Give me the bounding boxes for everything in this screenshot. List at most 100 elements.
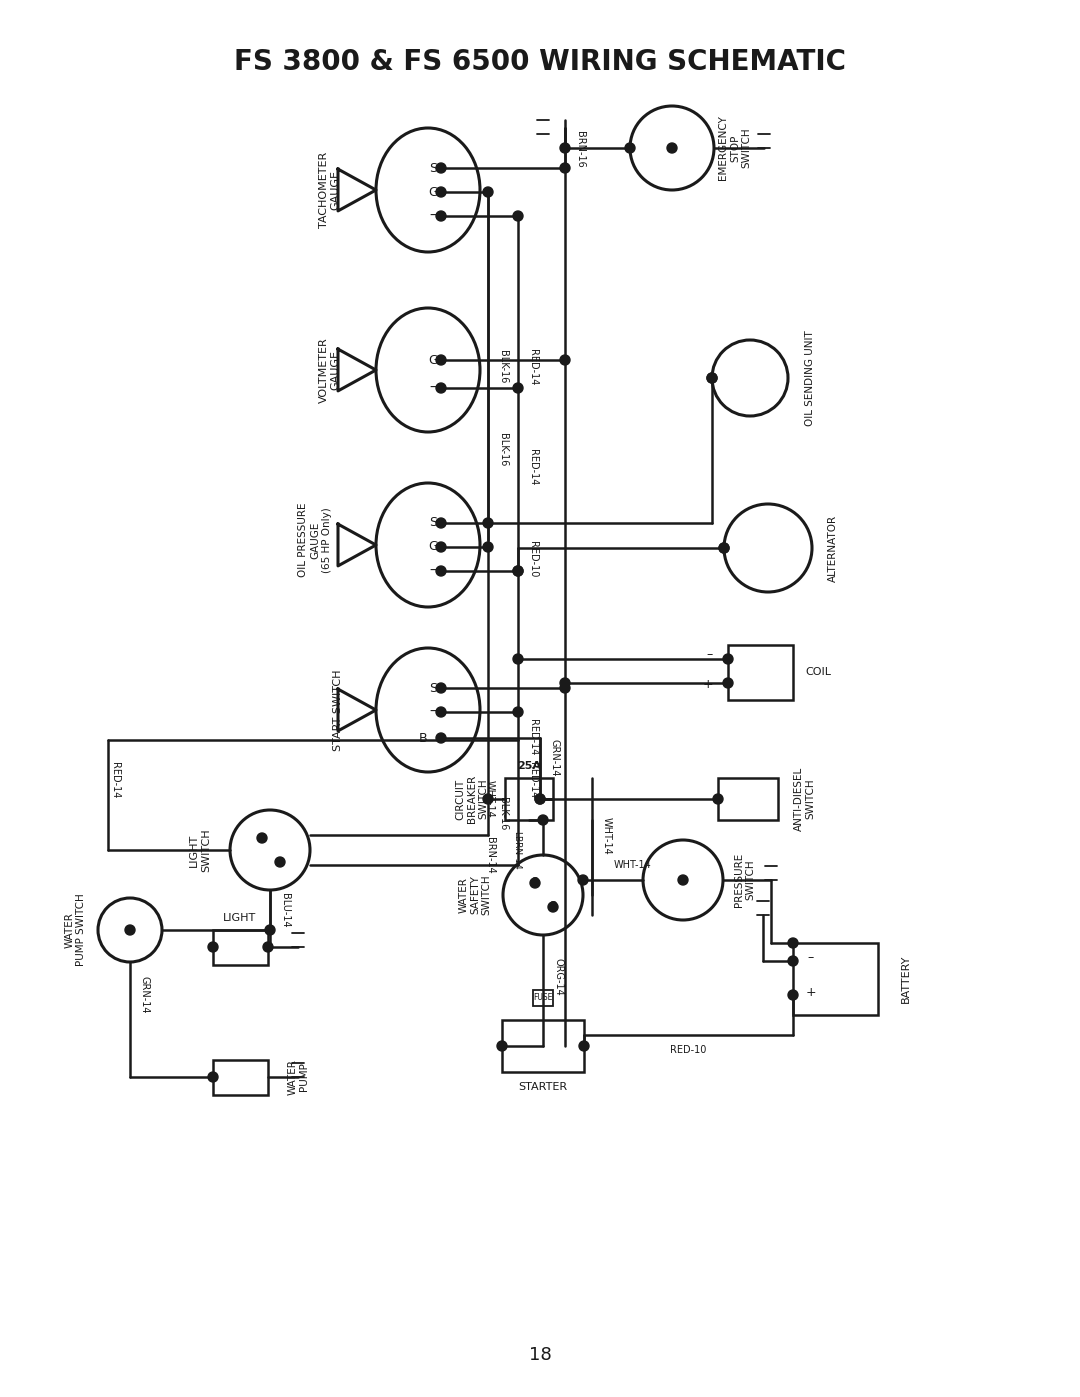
Circle shape [719,543,729,553]
Bar [728,645,793,700]
Bar [718,778,778,820]
Circle shape [713,793,723,805]
Circle shape [707,373,717,383]
Circle shape [436,566,446,576]
Text: RED-10: RED-10 [528,541,538,577]
Text: WATER
SAFETY
SWITCH: WATER SAFETY SWITCH [458,875,491,915]
Circle shape [723,654,733,664]
Circle shape [265,925,275,935]
Circle shape [513,566,523,576]
Text: –: – [808,951,814,964]
Circle shape [561,355,570,365]
Circle shape [625,142,635,154]
Text: 3: 3 [276,855,284,869]
Text: B: B [419,732,428,745]
Text: 18: 18 [528,1345,552,1363]
Text: GRN-14: GRN-14 [550,739,561,777]
Text: S: S [429,517,437,529]
Bar [534,990,553,1006]
Circle shape [535,793,545,805]
Text: OIL SENDING UNIT: OIL SENDING UNIT [805,330,815,426]
Circle shape [436,383,446,393]
Circle shape [561,678,570,687]
Text: RED-14: RED-14 [528,761,538,798]
Circle shape [483,793,492,805]
Bar [502,1020,584,1071]
Text: OIL PRESSURE
GAUGE
(65 HP Only): OIL PRESSURE GAUGE (65 HP Only) [298,503,332,577]
Circle shape [436,163,446,173]
Circle shape [535,793,545,805]
Circle shape [257,833,267,842]
Circle shape [264,942,273,951]
Circle shape [436,187,446,197]
Text: START SWITCH: START SWITCH [333,669,343,750]
Text: LIGHT: LIGHT [224,914,257,923]
Text: G: G [428,353,437,366]
Circle shape [561,163,570,173]
Text: WATER
PUMP SWITCH: WATER PUMP SWITCH [64,894,85,967]
Text: –: – [430,381,436,395]
Circle shape [483,518,492,528]
Circle shape [125,925,135,935]
Text: CIRCUIT
BREAKER
SWITCH: CIRCUIT BREAKER SWITCH [456,775,488,823]
Text: ANTI-DIESEL
SWITCH: ANTI-DIESEL SWITCH [794,767,815,831]
Circle shape [719,543,729,553]
Text: GRN-14: GRN-14 [140,977,150,1014]
Text: EMERGENCY
STOP
SWITCH: EMERGENCY STOP SWITCH [718,116,752,180]
Circle shape [678,875,688,886]
Text: WATER
PUMP: WATER PUMP [287,1059,309,1095]
Circle shape [538,814,548,826]
Text: ORG-14: ORG-14 [553,958,563,996]
Circle shape [436,683,446,693]
Text: BATTERY: BATTERY [901,954,912,1003]
Text: 3: 3 [549,901,557,914]
Text: BRN-14: BRN-14 [485,837,495,873]
Circle shape [275,856,285,868]
Text: WHT-14: WHT-14 [485,780,495,817]
Circle shape [483,187,492,197]
Text: PRESSURE
SWITCH: PRESSURE SWITCH [734,854,756,907]
Circle shape [561,142,570,154]
Circle shape [513,383,523,393]
Circle shape [497,1041,507,1051]
Text: STARTER: STARTER [518,1083,568,1092]
Text: BLK-16: BLK-16 [498,433,508,467]
Text: FS 3800 & FS 6500 WIRING SCHEMATIC: FS 3800 & FS 6500 WIRING SCHEMATIC [234,47,846,75]
Text: –: – [430,210,436,224]
Text: BRN-16: BRN-16 [575,131,585,168]
Circle shape [723,678,733,687]
Text: RED-14: RED-14 [528,448,538,485]
Circle shape [513,211,523,221]
Circle shape [436,542,446,552]
Text: –: – [430,705,436,719]
Circle shape [579,1041,589,1051]
Text: COIL: COIL [805,666,831,678]
Text: WHT-14: WHT-14 [615,861,652,870]
Circle shape [788,990,798,1000]
Text: S: S [429,682,437,694]
Text: RED-14: RED-14 [110,761,120,798]
Text: RED-10: RED-10 [670,1045,706,1055]
Text: WHT-14: WHT-14 [602,817,612,855]
Text: RED-14: RED-14 [528,719,538,756]
Circle shape [548,902,558,912]
Circle shape [788,937,798,949]
Text: 25A: 25A [517,761,541,771]
Circle shape [667,142,677,154]
Text: ALTERNATOR: ALTERNATOR [828,514,838,581]
Text: G: G [428,186,437,198]
Text: G: G [428,541,437,553]
Text: LIGHT
SWITCH: LIGHT SWITCH [189,828,211,872]
Text: S: S [429,162,437,175]
Circle shape [208,942,218,951]
Circle shape [788,956,798,965]
Text: VOLTMETER
GAUGE: VOLTMETER GAUGE [320,337,341,402]
Text: BLK-16: BLK-16 [498,798,508,831]
Circle shape [561,683,570,693]
Bar [213,1060,268,1095]
Circle shape [436,733,446,743]
Circle shape [483,542,492,552]
Circle shape [436,211,446,221]
Bar [793,943,878,1016]
Circle shape [513,566,523,576]
